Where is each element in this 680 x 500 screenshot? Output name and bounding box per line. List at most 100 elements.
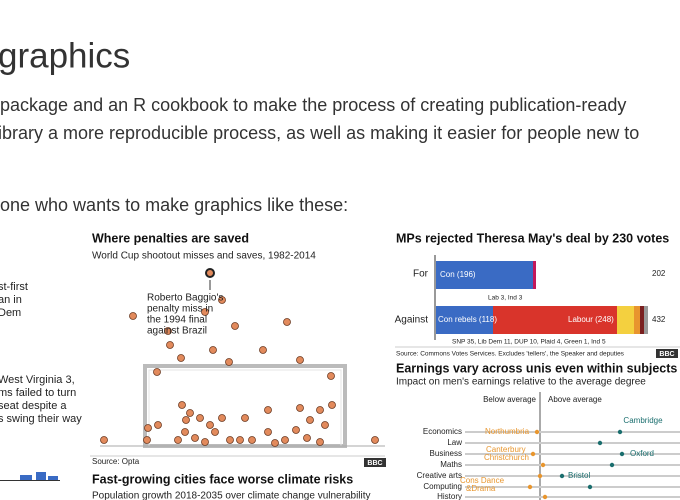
dot (154, 421, 162, 429)
dot (201, 438, 209, 446)
bar (36, 472, 46, 480)
dot (534, 429, 540, 435)
goal-net (148, 369, 342, 447)
dot (231, 322, 239, 330)
dot (236, 436, 244, 444)
dot (153, 368, 161, 376)
dot (209, 346, 217, 354)
annotation: Cons Dance (460, 476, 505, 485)
subject-label: Economics (423, 427, 462, 436)
dot (306, 416, 314, 424)
bar-label: Labour (248) (568, 315, 614, 324)
dot (281, 436, 289, 444)
axis (0, 480, 60, 481)
axis-label: Above average (548, 395, 602, 404)
dot (264, 406, 272, 414)
highlight-dot (205, 268, 215, 278)
source: Source: Commons Votes Services. Excludes… (396, 351, 625, 358)
subject-label: Law (447, 438, 462, 447)
annotation: Christchurch (484, 453, 529, 462)
chart-subtitle: Population growth 2018-2035 over climate… (92, 491, 371, 500)
subject-label: Business (430, 449, 462, 458)
logo-box (364, 458, 386, 467)
dot (129, 312, 137, 320)
dot (527, 484, 533, 490)
chart-title: Earnings vary across unis even within su… (396, 361, 677, 375)
dot (218, 414, 226, 422)
chart-title: Fast-growing cities face worse climate r… (92, 472, 353, 486)
annotation: Canterbury (486, 445, 526, 454)
bar (436, 261, 533, 289)
total: 202 (652, 269, 666, 278)
dot (259, 346, 267, 354)
text-fragment: s swing their way (0, 413, 82, 425)
text-fragment: st-first (0, 281, 28, 293)
text-fragment: an in (0, 294, 22, 306)
row-label: For (413, 269, 429, 280)
annotation: &Drama (466, 484, 496, 493)
intro-line: ibrary a more reproducible process, as w… (0, 123, 639, 143)
dot (181, 428, 189, 436)
chart-subtitle: Impact on men's earnings relative to the… (396, 377, 646, 388)
dot (166, 341, 174, 349)
dot (182, 416, 190, 424)
dot (178, 401, 186, 409)
dot (283, 318, 291, 326)
logo-box (656, 349, 678, 358)
rows (465, 429, 680, 500)
lead: one who wants to make graphics like thes… (0, 195, 348, 215)
dot (201, 308, 209, 316)
bar (640, 306, 644, 334)
dot (241, 414, 249, 422)
dot (177, 354, 185, 362)
dot (174, 436, 182, 444)
dot (248, 436, 256, 444)
subject-label: History (437, 492, 462, 500)
dot (100, 436, 108, 444)
dot (296, 356, 304, 364)
dot (191, 434, 199, 442)
dot (542, 494, 548, 500)
subject-label: Computing (423, 482, 462, 491)
dot (143, 436, 151, 444)
text-fragment: seat despite a (0, 400, 67, 412)
dot (264, 428, 272, 436)
bar (617, 306, 634, 334)
dot (587, 484, 593, 490)
axis-label: Below average (483, 395, 536, 404)
bar (48, 476, 58, 480)
dot (186, 409, 194, 417)
thumbnails (0, 255, 680, 500)
dot (619, 451, 625, 457)
text-fragment: Dem (0, 307, 21, 319)
dot (292, 426, 300, 434)
dot (296, 404, 304, 412)
bar (493, 306, 617, 334)
dot (597, 440, 603, 446)
annotation: against Brazil (147, 326, 207, 337)
row-label: Against (395, 315, 429, 326)
note: SNP 35, Lib Dem 11, DUP 10, Plaid 4, Gre… (452, 339, 606, 346)
annotation: Oxford (630, 449, 654, 458)
bar (533, 261, 536, 289)
dots (100, 296, 379, 447)
dot (196, 414, 204, 422)
bar-label: Con rebels (118) (438, 315, 497, 324)
dot (609, 462, 615, 468)
logo: BBC (659, 351, 674, 358)
subject-label: Creative arts (417, 471, 462, 480)
text-fragment: ms failed to turn (0, 387, 76, 399)
bar (634, 306, 640, 334)
bar-label: Con (196) (440, 270, 476, 279)
subject-label: Maths (440, 460, 462, 469)
dot (537, 473, 543, 479)
chart-title: MPs rejected Theresa May's deal by 230 v… (396, 231, 669, 245)
dot (328, 401, 336, 409)
goal-frame (143, 364, 347, 448)
logo: BBC (367, 460, 382, 467)
heading: graphics (0, 36, 130, 75)
note: Lab 3, Ind 3 (488, 295, 523, 302)
annotation: penalty miss in (147, 304, 213, 315)
dot (617, 429, 623, 435)
